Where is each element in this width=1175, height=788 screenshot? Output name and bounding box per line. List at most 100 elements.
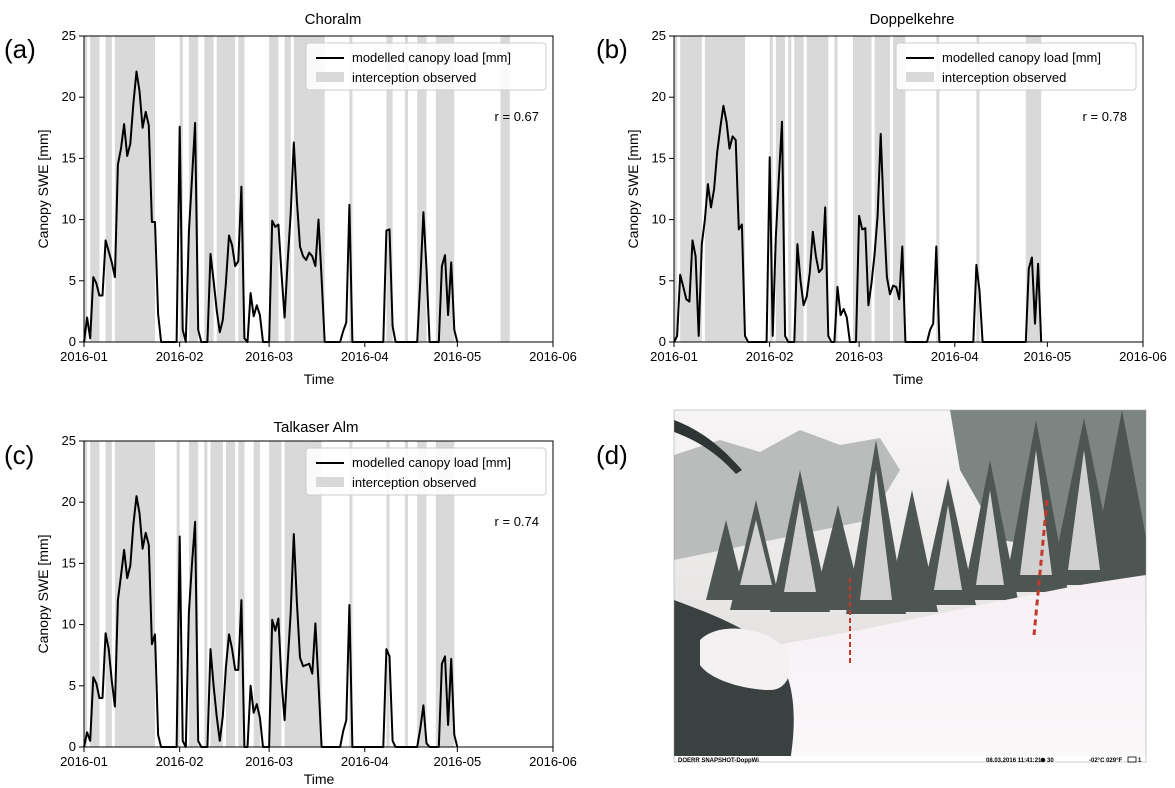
interception-band (114, 441, 155, 747)
y-tick-label: 20 (652, 89, 666, 104)
interception-band (417, 36, 427, 342)
interception-bands-b (674, 36, 1042, 342)
interception-band (204, 441, 208, 747)
y-tick-label: 10 (62, 212, 76, 227)
plot-frame-b (673, 35, 1144, 343)
plot-frame-a (83, 35, 554, 343)
photo-frame (673, 409, 1147, 763)
interception-band (216, 36, 236, 342)
plot-frame-c (83, 440, 554, 748)
x-tick-label: 2016-05 (433, 754, 481, 769)
legend-label-observed-c: interception observed (352, 475, 476, 490)
legend-band-swatch-a (316, 72, 344, 82)
interception-band (284, 36, 291, 342)
panel-letter-b: (b) (596, 34, 628, 64)
x-tick-label: 2016-01 (650, 349, 698, 364)
x-tick-label: 2016-04 (341, 349, 389, 364)
interception-band (976, 36, 980, 342)
legend-box-b (895, 42, 1137, 91)
x-tick-label: 2016-02 (746, 349, 794, 364)
interception-band (204, 36, 214, 342)
legend-band-swatch-b (906, 72, 934, 82)
x-tick-label: 2016-04 (931, 349, 979, 364)
correlation-annotation-b: r = 0.78 (1083, 109, 1127, 124)
y-axis-label-a: Canopy SWE [mm] (35, 129, 51, 248)
canopy-load-line-c (83, 495, 459, 748)
photo-caption-bar (674, 756, 1146, 762)
photo-top-branch (674, 420, 742, 474)
interception-band (349, 36, 353, 342)
interception-band (386, 441, 390, 747)
interception-band (404, 36, 408, 342)
x-tick-label: 2016-06 (1119, 349, 1167, 364)
interception-band (84, 441, 88, 747)
x-tick-label: 2016-01 (60, 349, 108, 364)
y-ticks-b: 0 5 10 15 20 25 (652, 28, 674, 349)
interception-band (90, 441, 100, 747)
moon-phase-icon (1040, 757, 1046, 763)
panel-d: (d) (596, 409, 1147, 764)
interception-band (775, 36, 786, 342)
interception-band (386, 36, 393, 342)
panel-letter-a: (a) (4, 34, 36, 64)
x-axis-label-c: Time (304, 771, 335, 787)
photo-snow-clump (700, 628, 791, 690)
x-tick-label: 2016-03 (835, 349, 883, 364)
interception-band (188, 36, 199, 342)
x-axis-label-a: Time (304, 371, 335, 387)
legend-label-model-b: modelled canopy load [mm] (942, 50, 1101, 65)
y-tick-label: 5 (69, 273, 76, 288)
y-tick-label: 15 (62, 150, 76, 165)
y-tick-label: 15 (62, 555, 76, 570)
legend-c: modelled canopy load [mm] interception o… (305, 447, 547, 496)
photo-caption-datetime: 08.03.2016 11:41:21 (986, 758, 1042, 764)
legend-b: modelled canopy load [mm] interception o… (895, 42, 1137, 91)
interception-band (188, 441, 199, 747)
photo-caption-camera: DOERR SNAPSHOT-DoppWi (678, 758, 759, 764)
legend-box-c (305, 447, 547, 496)
interception-band (404, 441, 408, 747)
y-tick-label: 25 (652, 28, 666, 43)
x-tick-label: 2016-02 (156, 754, 204, 769)
interception-band (834, 36, 838, 342)
interception-band (680, 36, 702, 342)
battery-icon (1127, 756, 1137, 763)
panel-letter-d: (d) (596, 440, 628, 470)
interception-bands-a (84, 36, 510, 342)
x-ticks-c: 2016-01 2016-02 2016-03 2016-04 2016-05 2016-… (60, 747, 577, 769)
interception-band (269, 36, 279, 342)
interception-band (238, 441, 245, 747)
interception-band (794, 36, 804, 342)
x-tick-label: 2016-06 (529, 754, 577, 769)
photo-snow-pole-right (1032, 499, 1049, 636)
legend-label-model-c: modelled canopy load [mm] (352, 455, 511, 470)
photo-caption-battery: 1 (1138, 758, 1142, 764)
y-axis-label-b: Canopy SWE [mm] (625, 129, 641, 248)
interception-band (417, 441, 427, 747)
interception-band (225, 441, 236, 747)
interception-band (806, 36, 829, 342)
y-tick-label: 25 (62, 433, 76, 448)
y-tick-label: 0 (69, 739, 76, 754)
x-tick-label: 2016-02 (156, 349, 204, 364)
y-axis-label-c: Canopy SWE [mm] (35, 534, 51, 653)
chart-title-a: Choralm (305, 11, 362, 28)
interception-band (90, 36, 100, 342)
correlation-annotation-a: r = 0.67 (495, 109, 539, 124)
legend-label-observed-b: interception observed (942, 70, 1066, 85)
interception-band (269, 441, 282, 747)
interception-band (349, 441, 353, 747)
y-tick-label: 5 (659, 273, 666, 288)
interception-band (210, 441, 223, 747)
x-ticks-b: 2016-01 2016-02 2016-03 2016-04 2016-05 2016-… (650, 342, 1167, 364)
interception-band (788, 36, 792, 342)
interception-band (769, 36, 773, 342)
snapshot-photo (674, 410, 1146, 762)
legend-label-model-a: modelled canopy load [mm] (352, 50, 511, 65)
interception-band (105, 441, 112, 747)
interception-band (936, 36, 940, 342)
